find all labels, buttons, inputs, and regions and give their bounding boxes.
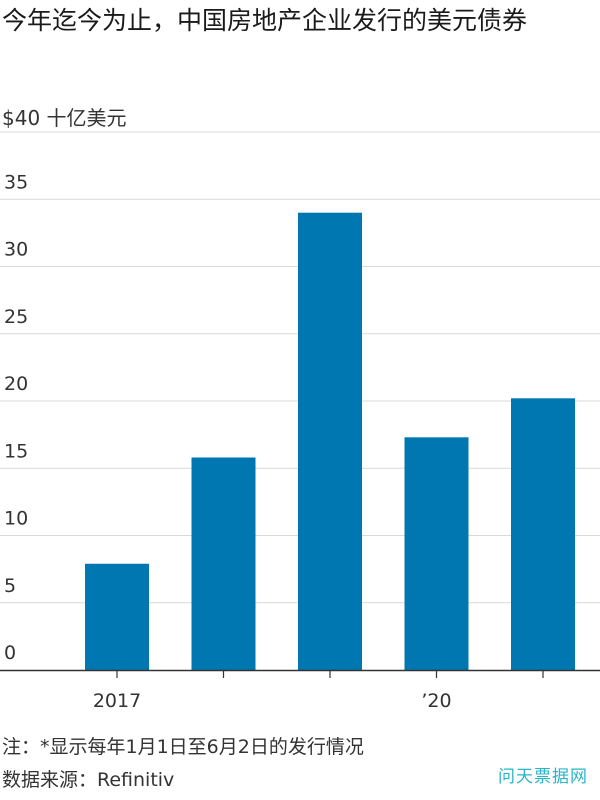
x-tick-label-2017: 2017 — [93, 690, 141, 712]
y-tick-label-20: 20 — [4, 373, 28, 395]
bar-2021 — [511, 398, 575, 670]
y-tick-label-10: 10 — [4, 508, 28, 530]
bar-2018 — [191, 457, 256, 670]
y-tick-label-35: 35 — [4, 171, 28, 193]
bar-2019 — [298, 212, 362, 670]
bar-2020 — [404, 437, 469, 670]
chart-title: 今年迄今为止，中国房地产企业发行的美元债券 — [2, 6, 528, 35]
y-tick-label-30: 30 — [4, 239, 28, 261]
y-tick-label-0: 0 — [4, 642, 16, 664]
bar-2017 — [85, 563, 149, 670]
y-axis-label: $40 十亿美元 — [2, 106, 127, 130]
y-tick-label-5: 5 — [4, 575, 16, 597]
x-axis — [0, 669, 600, 678]
footnote: 注：*显示每年1月1日至6月2日的发行情况 — [2, 736, 364, 758]
x-tick-labels: 2017 ’20 — [93, 690, 452, 712]
source-note: 数据来源：Refinitiv — [2, 769, 175, 791]
bars — [85, 212, 575, 670]
y-tick-labels: 0 5 10 15 20 25 30 35 — [4, 171, 28, 664]
y-tick-label-25: 25 — [4, 306, 28, 328]
watermark: 问天票据网 — [498, 767, 588, 787]
y-tick-label-15: 15 — [4, 440, 28, 462]
x-tick-label-2020: ’20 — [421, 690, 451, 712]
